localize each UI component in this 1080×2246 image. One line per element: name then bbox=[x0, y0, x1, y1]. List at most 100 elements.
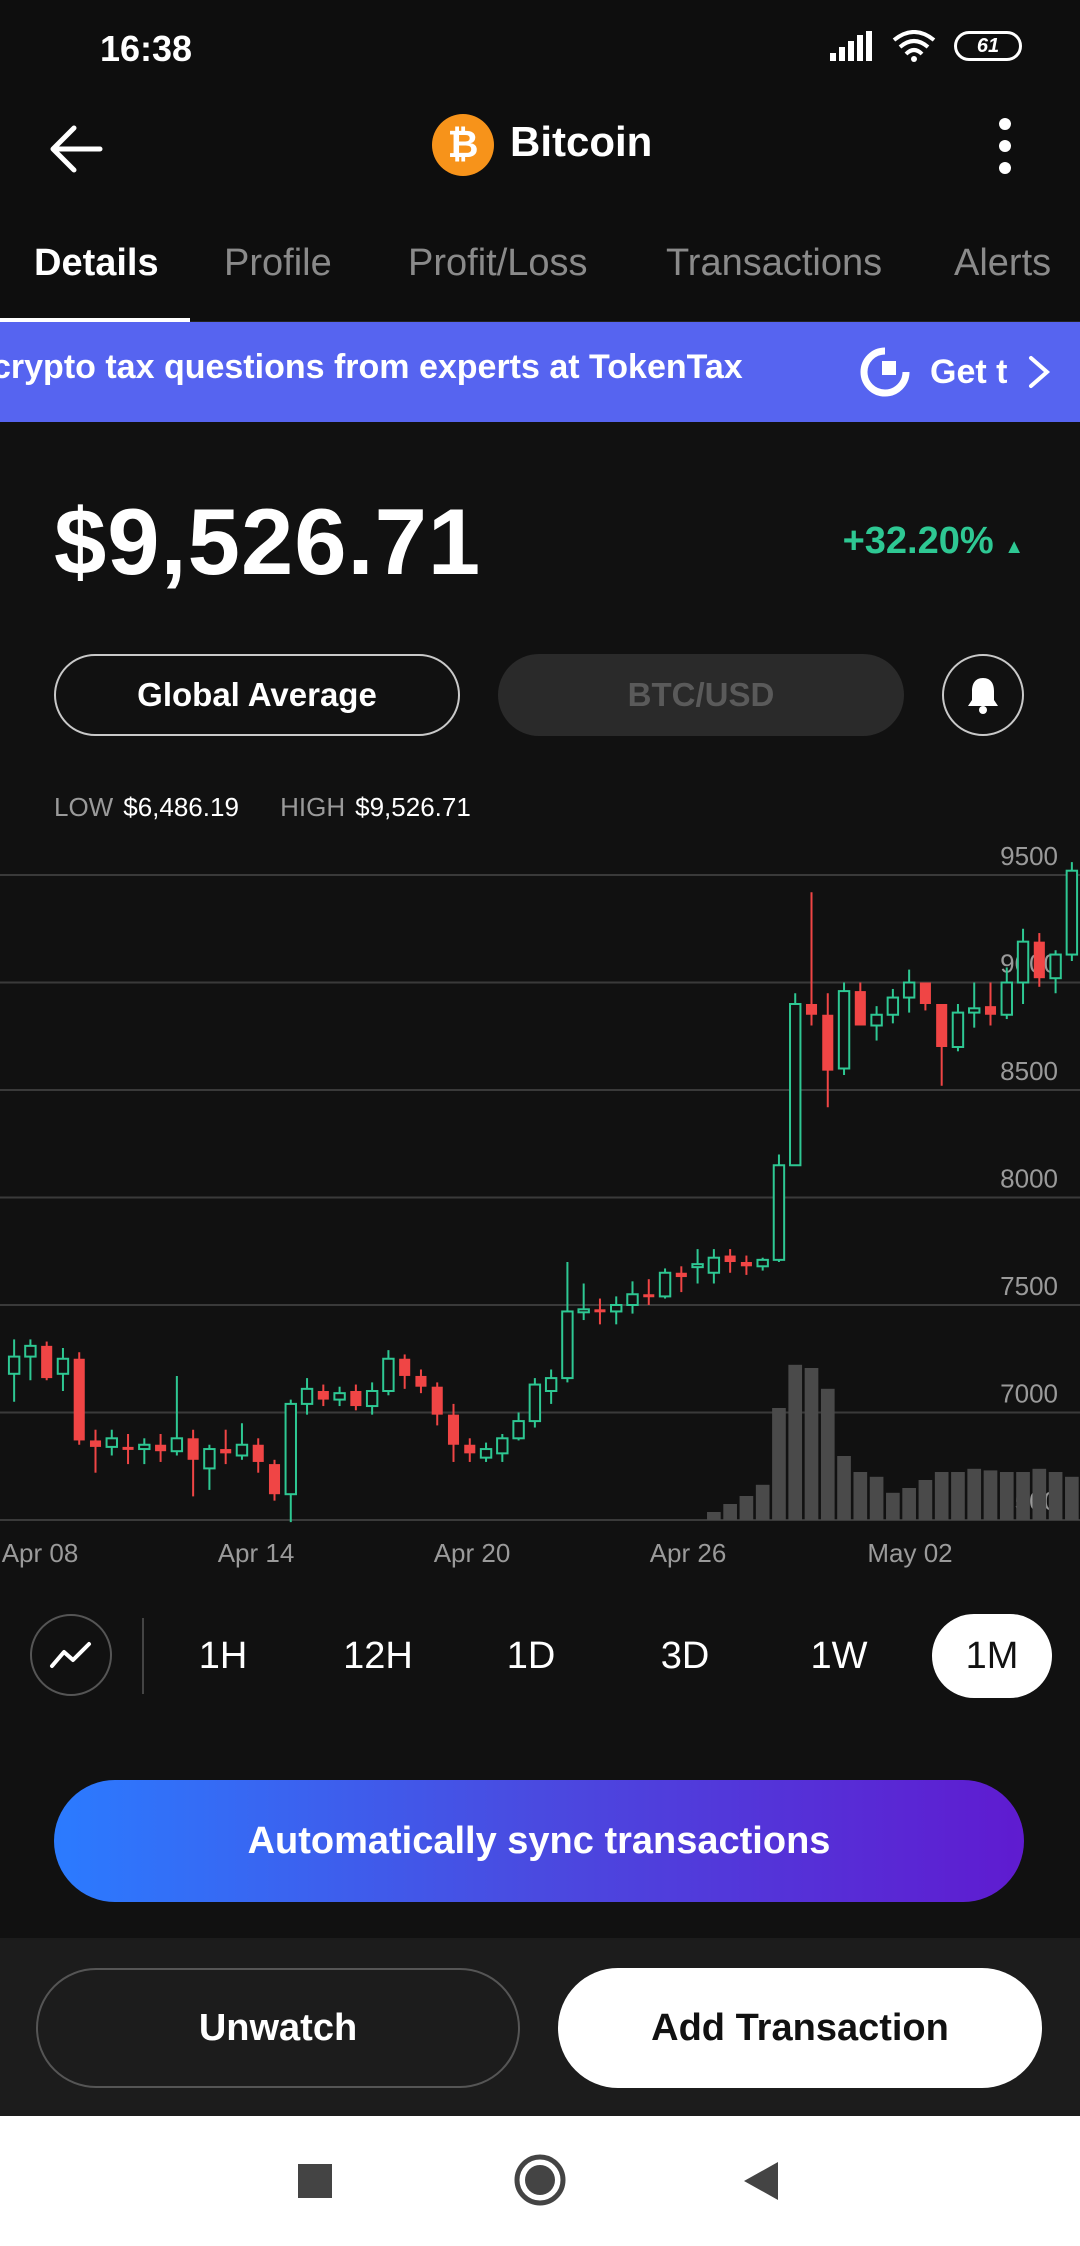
range-1h[interactable]: 1H bbox=[198, 1634, 248, 1677]
y-tick-label: 8500 bbox=[1000, 1056, 1058, 1086]
candle-body bbox=[447, 1414, 460, 1445]
x-tick-label: Apr 26 bbox=[650, 1538, 727, 1568]
candle-body bbox=[203, 1448, 216, 1470]
volume-bar bbox=[1048, 1472, 1063, 1520]
candle-body bbox=[854, 991, 866, 1026]
wifi-icon bbox=[892, 30, 936, 62]
volume-bar bbox=[886, 1492, 900, 1520]
volume-bar bbox=[820, 1388, 835, 1520]
back-triangle-icon[interactable] bbox=[744, 2162, 778, 2200]
candle-body bbox=[155, 1444, 167, 1452]
candle-body bbox=[89, 1440, 102, 1447]
candle-body bbox=[138, 1443, 151, 1451]
volume-bar bbox=[804, 1368, 819, 1520]
candle-body bbox=[544, 1377, 558, 1392]
tab-alerts[interactable]: Alerts bbox=[954, 242, 1052, 284]
more-options-icon[interactable] bbox=[990, 116, 1020, 176]
x-tick-label: Apr 20 bbox=[434, 1538, 511, 1568]
volume-bar bbox=[902, 1488, 916, 1520]
add-transaction-button[interactable]: Add Transaction bbox=[558, 1968, 1042, 2088]
tab-details[interactable]: Details bbox=[34, 242, 159, 284]
banner-text: crypto tax questions from experts at Tok… bbox=[0, 348, 743, 386]
tab-transactions[interactable]: Transactions bbox=[666, 242, 883, 284]
candle-body bbox=[772, 1164, 786, 1261]
candle-body bbox=[56, 1357, 70, 1375]
range-3d[interactable]: 3D bbox=[660, 1634, 710, 1677]
candle-body bbox=[724, 1255, 736, 1262]
y-tick-label: 9500 bbox=[1000, 841, 1058, 871]
back-arrow-icon[interactable] bbox=[48, 124, 104, 174]
banner-cta-label: Get t bbox=[930, 352, 1008, 391]
low-value: $6,486.19 bbox=[123, 792, 239, 822]
candle-body bbox=[643, 1294, 655, 1298]
chart-type-toggle[interactable] bbox=[30, 1614, 112, 1696]
candle-body bbox=[837, 990, 851, 1070]
candle-body bbox=[284, 1402, 297, 1496]
volume-bar bbox=[853, 1472, 868, 1520]
candle-body bbox=[496, 1437, 509, 1455]
candle-body bbox=[105, 1437, 118, 1448]
volume-bar bbox=[1065, 1476, 1079, 1520]
volume-bar bbox=[788, 1364, 803, 1520]
volume-bar bbox=[951, 1472, 965, 1520]
x-tick-label: Apr 08 bbox=[2, 1538, 79, 1568]
range-1m[interactable]: 1M bbox=[932, 1614, 1052, 1698]
tab-active-indicator bbox=[0, 318, 190, 322]
time-range-bar: 1H 12H 1D 3D 1W 1M bbox=[0, 1610, 1080, 1700]
price-change: +32.20% ▲ bbox=[843, 520, 1024, 563]
candle-body bbox=[300, 1387, 314, 1405]
status-bar: 16:38 61 bbox=[0, 0, 1080, 96]
volume-bar bbox=[967, 1468, 982, 1520]
promo-banner[interactable]: crypto tax questions from experts at Tok… bbox=[0, 322, 1080, 422]
high-value: $9,526.71 bbox=[355, 792, 471, 822]
home-circle-icon[interactable] bbox=[512, 2152, 568, 2208]
x-tick-label: May 02 bbox=[867, 1538, 952, 1568]
range-12h[interactable]: 12H bbox=[343, 1634, 413, 1677]
candle-body bbox=[220, 1449, 232, 1454]
candle-body bbox=[464, 1444, 476, 1454]
candle-body bbox=[610, 1304, 623, 1313]
candle-body bbox=[805, 1004, 818, 1015]
candle-body bbox=[73, 1358, 85, 1441]
candle-body bbox=[415, 1375, 427, 1387]
tokentax-logo-icon bbox=[860, 347, 910, 397]
sync-transactions-button[interactable]: Automatically sync transactions bbox=[54, 1780, 1024, 1902]
candle-body bbox=[1016, 940, 1030, 984]
bell-icon bbox=[968, 678, 998, 714]
tab-profit-loss[interactable]: Profit/Loss bbox=[408, 242, 588, 284]
alert-button[interactable] bbox=[942, 654, 1024, 736]
candle-body bbox=[707, 1256, 721, 1274]
volume-bar bbox=[999, 1472, 1014, 1520]
candle-body bbox=[41, 1345, 53, 1379]
candle-body bbox=[170, 1437, 184, 1453]
recents-square-icon[interactable] bbox=[298, 2164, 332, 2198]
volume-bar bbox=[772, 1408, 786, 1520]
source-selector[interactable]: Global Average bbox=[54, 654, 460, 736]
candle-body bbox=[7, 1355, 21, 1375]
candle-body bbox=[431, 1386, 443, 1415]
candle-body bbox=[658, 1271, 672, 1298]
candle-body bbox=[675, 1272, 687, 1278]
pair-selector[interactable]: BTC/USD bbox=[498, 654, 904, 736]
candle-body bbox=[968, 1007, 981, 1014]
status-icons: 61 bbox=[830, 30, 1022, 62]
candle-body bbox=[512, 1420, 525, 1440]
volume-bar bbox=[934, 1472, 949, 1520]
candle-body bbox=[577, 1308, 590, 1314]
signal-icon bbox=[830, 31, 872, 61]
banner-cta[interactable]: Get t bbox=[840, 322, 1080, 422]
candle-body bbox=[870, 1013, 883, 1027]
candle-body bbox=[268, 1464, 281, 1495]
range-1d[interactable]: 1D bbox=[506, 1634, 556, 1677]
tab-profile[interactable]: Profile bbox=[224, 242, 332, 284]
range-1w[interactable]: 1W bbox=[810, 1634, 868, 1677]
volume-bar bbox=[707, 1512, 721, 1520]
volume-bar bbox=[918, 1480, 933, 1520]
high-label: HIGH bbox=[280, 792, 346, 822]
volume-bar bbox=[1032, 1468, 1047, 1520]
candle-body bbox=[594, 1309, 606, 1313]
candle-body bbox=[252, 1444, 264, 1462]
unwatch-button[interactable]: Unwatch bbox=[36, 1968, 520, 2088]
candle-body bbox=[333, 1392, 346, 1401]
